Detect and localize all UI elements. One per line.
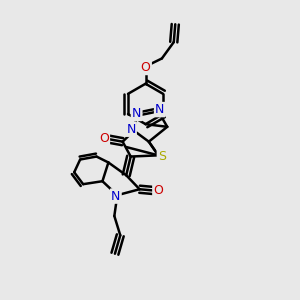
Text: N: N bbox=[155, 103, 164, 116]
Text: N: N bbox=[132, 107, 141, 120]
Text: O: O bbox=[141, 61, 151, 74]
Text: O: O bbox=[153, 184, 163, 197]
Text: N: N bbox=[126, 123, 136, 136]
Text: O: O bbox=[99, 132, 109, 145]
Text: S: S bbox=[158, 150, 166, 163]
Text: N: N bbox=[111, 190, 121, 202]
Text: O: O bbox=[141, 61, 151, 74]
